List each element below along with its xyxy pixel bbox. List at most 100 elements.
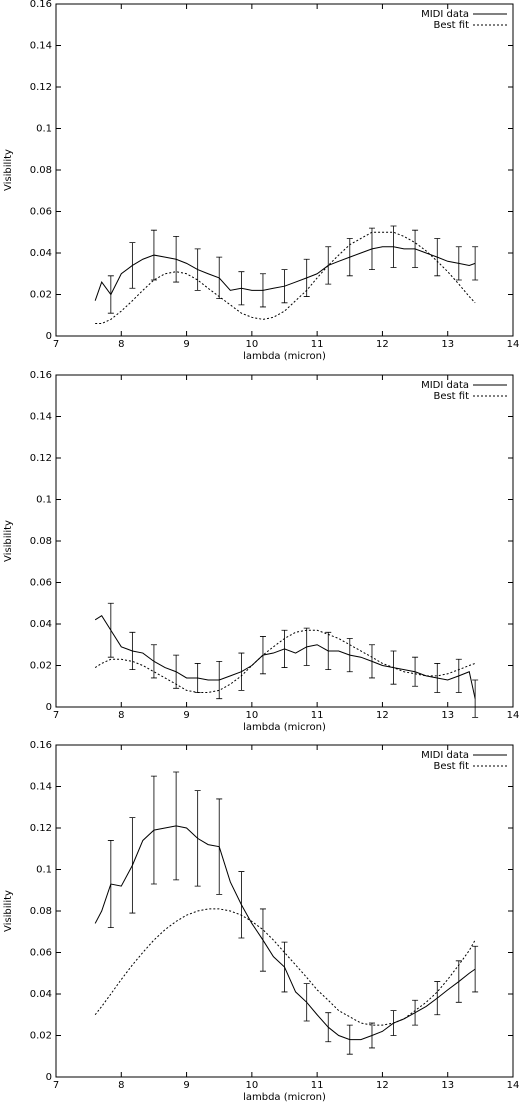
y-tick-label: 0.06 [30, 948, 52, 959]
error-bar [368, 644, 375, 679]
y-tick-label: 0.06 [30, 578, 52, 589]
y-tick-label: 0.08 [30, 906, 52, 917]
y-tick-label: 0.14 [30, 41, 52, 52]
x-tick-label: 9 [183, 1080, 189, 1091]
error-bar [259, 273, 266, 308]
error-bar [194, 790, 201, 887]
error-bar [434, 238, 441, 277]
error-bar [390, 225, 397, 268]
error-bar [455, 658, 462, 693]
y-tick-label: 0.12 [30, 82, 52, 93]
x-tick-label: 13 [441, 339, 454, 350]
y-tick-label: 0.06 [30, 207, 52, 218]
error-bar [455, 960, 462, 1003]
error-bar [472, 246, 479, 281]
x-tick-label: 13 [441, 1080, 454, 1091]
error-bar [238, 271, 245, 306]
x-axis-label: lambda (micron) [243, 722, 326, 733]
legend-label: Best fit [433, 391, 469, 402]
y-axis-label: Visibility [3, 149, 14, 191]
legend-label: MIDI data [421, 750, 469, 761]
series-line [94, 825, 476, 1041]
x-tick-label: 12 [376, 710, 389, 721]
error-bar [368, 227, 375, 270]
x-tick-label: 10 [245, 1080, 258, 1091]
x-tick-label: 8 [118, 710, 124, 721]
x-tick-label: 11 [311, 339, 324, 350]
error-bar [412, 999, 419, 1026]
x-tick-label: 7 [53, 339, 59, 350]
error-bar [173, 654, 180, 689]
error-bar [129, 631, 136, 671]
y-tick-label: 0.12 [30, 453, 52, 464]
error-bar [472, 679, 479, 718]
y-tick-label: 0 [46, 702, 52, 713]
x-tick-label: 10 [245, 339, 258, 350]
x-tick-label: 13 [441, 710, 454, 721]
x-axis-label: lambda (micron) [243, 351, 326, 362]
y-tick-label: 0.08 [30, 536, 52, 547]
error-bar [303, 983, 310, 1022]
error-bar [325, 1012, 332, 1043]
legend-label: MIDI data [421, 380, 469, 391]
x-tick-label: 11 [311, 710, 324, 721]
error-bar [281, 941, 288, 993]
y-tick-label: 0.02 [30, 661, 52, 672]
error-bar [173, 771, 180, 881]
y-tick-label: 0.1 [36, 124, 52, 135]
x-tick-label: 9 [183, 339, 189, 350]
error-bar [412, 656, 419, 687]
error-bar [129, 242, 136, 289]
error-bar [346, 638, 353, 673]
y-axis-label: Visibility [3, 890, 14, 932]
error-bar [238, 871, 245, 939]
x-tick-label: 14 [507, 339, 520, 350]
x-axis-label: lambda (micron) [243, 1092, 326, 1103]
chart-panel: 0 0.02 0.04 0.06 0.08 0.1 0.12 0.14 0.16 7 8 9 10 11 1… [3, 740, 519, 1103]
y-tick-label: 0.14 [30, 782, 52, 793]
y-axis-label: Visibility [3, 520, 14, 562]
error-bar [216, 660, 223, 700]
error-bar [150, 644, 157, 679]
error-bar [472, 945, 479, 993]
series-line [94, 246, 476, 301]
y-tick-label: 0.04 [30, 989, 52, 1000]
y-tick-label: 0 [46, 1072, 52, 1083]
error-bar [107, 840, 114, 928]
error-bar [346, 1024, 353, 1055]
series-line [94, 908, 476, 1026]
error-bar [216, 798, 223, 895]
legend-label: MIDI data [421, 9, 469, 20]
error-bar [259, 908, 266, 972]
error-bar [412, 229, 419, 268]
x-tick-label: 10 [245, 710, 258, 721]
error-bar [129, 817, 136, 914]
chart-panel: 0 0.02 0.04 0.06 0.08 0.1 0.12 0.14 0.16 7 8 9 10 11 1… [3, 370, 519, 733]
y-tick-label: 0.16 [30, 0, 52, 10]
error-bar [368, 1022, 375, 1049]
error-bar [259, 636, 266, 675]
y-tick-label: 0.16 [30, 740, 52, 751]
x-tick-label: 14 [507, 1080, 520, 1091]
error-bar [346, 238, 353, 277]
y-tick-label: 0.02 [30, 290, 52, 301]
x-tick-label: 7 [53, 1080, 59, 1091]
x-tick-label: 12 [376, 1080, 389, 1091]
error-bar [434, 663, 441, 693]
series-line [94, 629, 476, 693]
y-tick-label: 0.1 [36, 865, 52, 876]
x-tick-label: 8 [118, 339, 124, 350]
y-tick-label: 0.1 [36, 495, 52, 506]
y-tick-label: 0.04 [30, 619, 52, 630]
error-bar [216, 256, 223, 300]
x-tick-label: 8 [118, 1080, 124, 1091]
chart-panel: 0 0.02 0.04 0.06 0.08 0.1 0.12 0.14 0.16 7 8 9 10 11 1… [3, 0, 519, 362]
error-bar [303, 627, 310, 666]
y-tick-label: 0.02 [30, 1031, 52, 1042]
error-bar [173, 236, 180, 283]
error-bar [150, 229, 157, 281]
error-bar [325, 246, 332, 285]
error-bar [434, 981, 441, 1016]
